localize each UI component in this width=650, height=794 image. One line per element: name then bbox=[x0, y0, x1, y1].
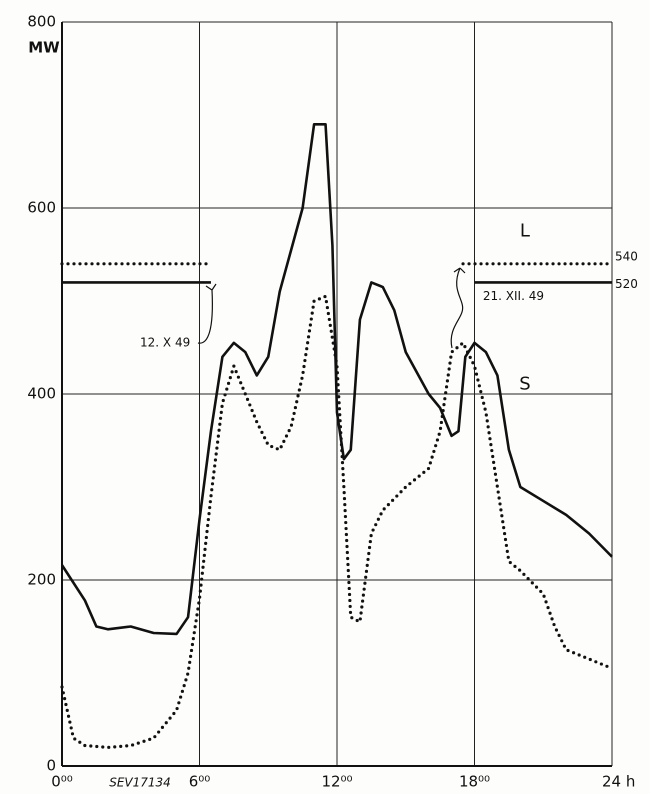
x-tick-label: 6⁰⁰ bbox=[189, 773, 211, 791]
y-tick-label: 200 bbox=[27, 571, 56, 589]
annotation: L bbox=[520, 220, 530, 241]
arrow bbox=[450, 267, 466, 349]
y-tick-label: 800 bbox=[27, 13, 56, 31]
annotation: 21. XII. 49 bbox=[483, 289, 544, 303]
x-tick-label: 12⁰⁰ bbox=[321, 773, 352, 791]
x-tick-label: 24 h bbox=[602, 773, 635, 791]
line-series bbox=[60, 294, 614, 749]
figure-id: SEV17134 bbox=[109, 776, 171, 790]
y-tick-label: 0 bbox=[46, 757, 56, 775]
reference-label: 540 bbox=[615, 249, 638, 263]
reference-label: 520 bbox=[615, 277, 638, 291]
y-axis-label: MW bbox=[28, 39, 60, 57]
x-tick-label: 18⁰⁰ bbox=[459, 773, 490, 791]
y-tick-label: 400 bbox=[27, 385, 56, 403]
y-tick-label: 600 bbox=[27, 199, 56, 217]
arrow bbox=[197, 283, 217, 344]
annotation: 12. X 49 bbox=[140, 335, 190, 349]
x-tick-label: 0⁰⁰ bbox=[51, 773, 73, 791]
annotation: S bbox=[519, 374, 530, 395]
line-series bbox=[60, 123, 613, 636]
